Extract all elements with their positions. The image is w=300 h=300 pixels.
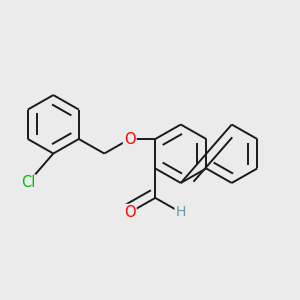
Text: Cl: Cl [21, 176, 35, 190]
Text: O: O [124, 131, 136, 146]
Text: H: H [176, 206, 186, 219]
Text: O: O [124, 205, 136, 220]
